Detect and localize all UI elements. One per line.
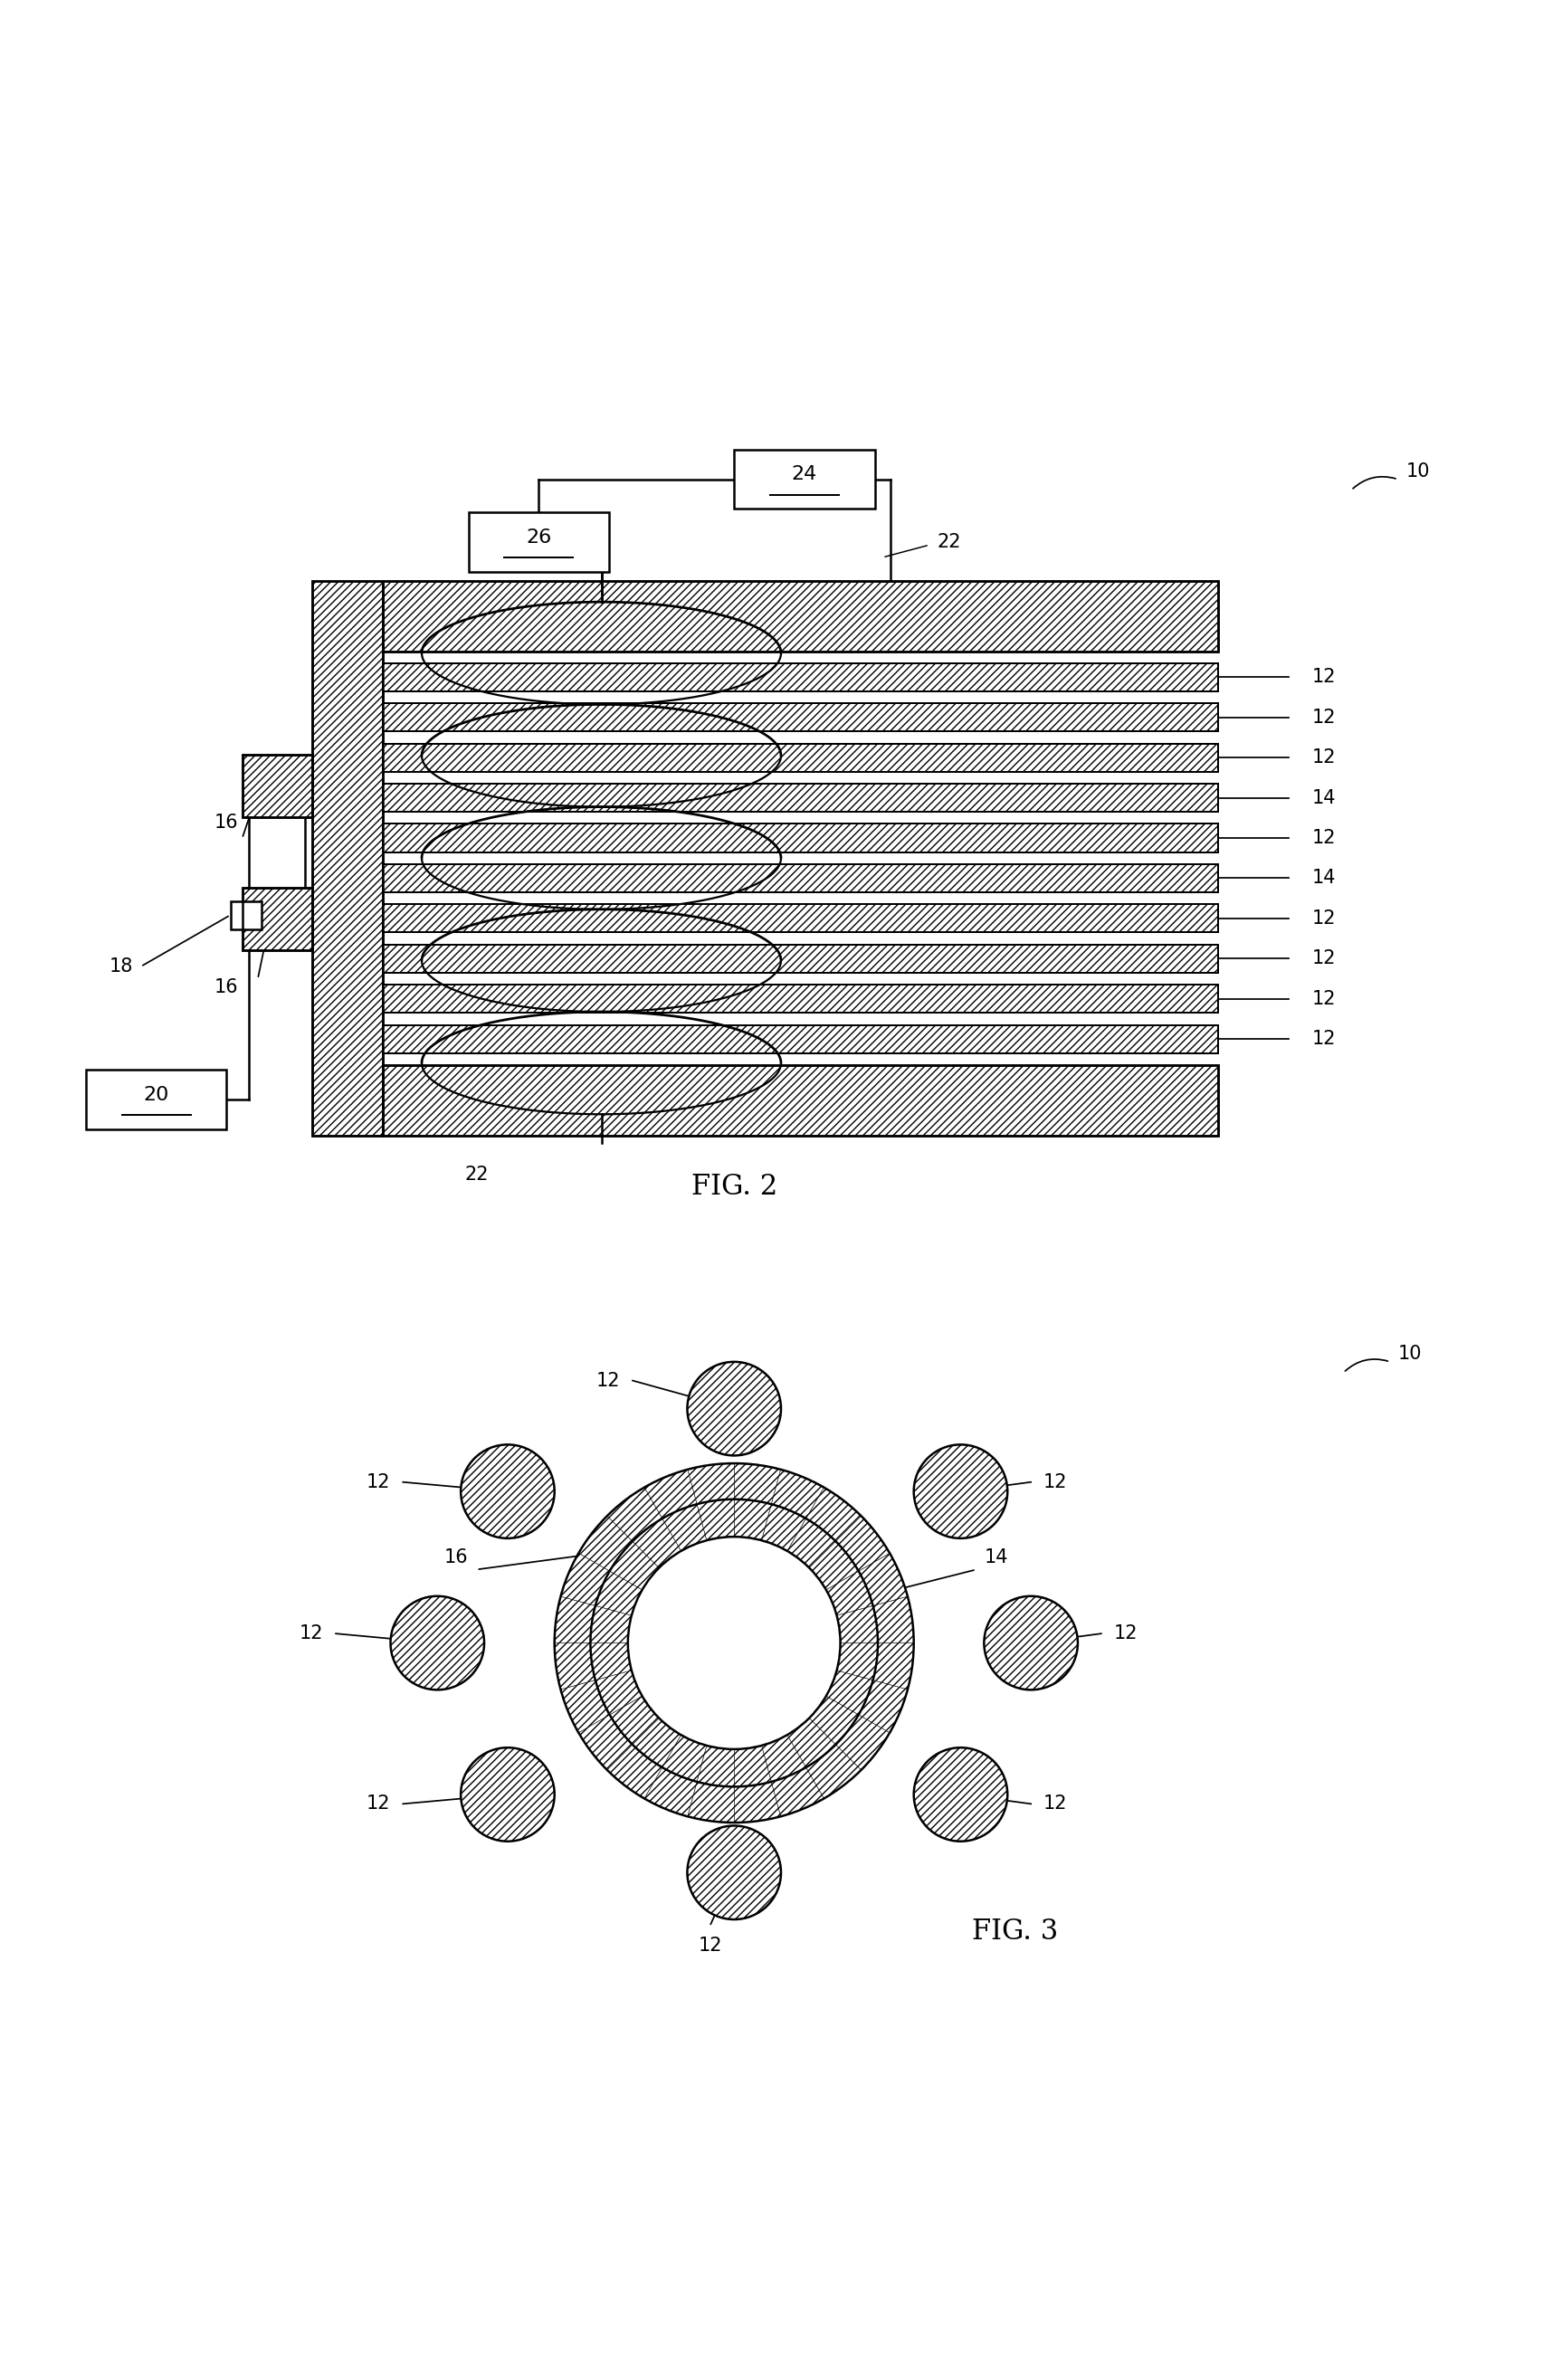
Bar bbox=[383, 864, 1218, 892]
Text: 12: 12 bbox=[597, 1371, 620, 1390]
Bar bbox=[383, 823, 1218, 852]
Bar bbox=[383, 823, 1218, 852]
Text: 22: 22 bbox=[464, 1166, 489, 1183]
Bar bbox=[242, 754, 312, 816]
Text: 10: 10 bbox=[1406, 462, 1429, 481]
Ellipse shape bbox=[390, 1597, 484, 1690]
Bar bbox=[383, 743, 1218, 771]
Bar bbox=[242, 754, 312, 816]
Bar bbox=[383, 985, 1218, 1014]
Bar bbox=[383, 945, 1218, 973]
Bar bbox=[312, 581, 383, 1135]
Text: 22: 22 bbox=[937, 533, 961, 550]
Bar bbox=[383, 1064, 1218, 1135]
Bar bbox=[383, 704, 1218, 731]
Text: FIG. 2: FIG. 2 bbox=[690, 1173, 778, 1202]
Text: 12: 12 bbox=[1043, 1795, 1067, 1814]
Bar bbox=[312, 581, 383, 1135]
Text: 14: 14 bbox=[1312, 869, 1336, 888]
Bar bbox=[383, 743, 1218, 771]
Bar bbox=[383, 581, 1218, 652]
Text: 12: 12 bbox=[1312, 750, 1336, 766]
Ellipse shape bbox=[914, 1747, 1007, 1842]
Ellipse shape bbox=[914, 1445, 1007, 1537]
Bar bbox=[383, 1026, 1218, 1052]
Text: 10: 10 bbox=[1398, 1345, 1421, 1364]
Text: 16: 16 bbox=[214, 814, 239, 833]
Text: 12: 12 bbox=[1312, 709, 1336, 726]
Bar bbox=[383, 904, 1218, 933]
Text: 18: 18 bbox=[109, 957, 133, 976]
Text: 12: 12 bbox=[367, 1473, 390, 1492]
Bar bbox=[242, 888, 312, 950]
Text: 14: 14 bbox=[1312, 788, 1336, 807]
Bar bbox=[469, 512, 609, 571]
Bar bbox=[383, 783, 1218, 812]
Bar bbox=[383, 904, 1218, 933]
Text: 16: 16 bbox=[214, 978, 239, 995]
Ellipse shape bbox=[984, 1597, 1078, 1690]
Bar bbox=[383, 985, 1218, 1014]
Bar bbox=[383, 704, 1218, 731]
Bar bbox=[242, 888, 312, 950]
Bar bbox=[383, 985, 1218, 1014]
Text: 12: 12 bbox=[698, 1937, 723, 1954]
Bar bbox=[312, 581, 383, 1135]
Text: 12: 12 bbox=[300, 1626, 323, 1642]
Ellipse shape bbox=[461, 1747, 555, 1842]
Text: 12: 12 bbox=[1043, 1473, 1067, 1492]
Bar bbox=[383, 1064, 1218, 1135]
Text: 12: 12 bbox=[1312, 909, 1336, 928]
Bar bbox=[383, 1064, 1218, 1135]
Text: 12: 12 bbox=[1312, 990, 1336, 1007]
Text: 12: 12 bbox=[367, 1795, 390, 1814]
Text: 26: 26 bbox=[526, 528, 551, 545]
Bar bbox=[383, 864, 1218, 892]
Bar bbox=[86, 1069, 226, 1128]
Bar bbox=[734, 450, 875, 509]
Text: 12: 12 bbox=[1312, 1031, 1336, 1047]
Bar bbox=[231, 902, 262, 928]
Bar bbox=[383, 945, 1218, 973]
Bar bbox=[383, 1026, 1218, 1052]
Ellipse shape bbox=[687, 1825, 781, 1918]
Text: 16: 16 bbox=[445, 1547, 469, 1566]
Bar bbox=[383, 904, 1218, 933]
Text: 20: 20 bbox=[144, 1085, 169, 1104]
Text: 14: 14 bbox=[984, 1547, 1007, 1566]
Bar bbox=[383, 664, 1218, 690]
Bar bbox=[383, 581, 1218, 652]
Text: FIG. 3: FIG. 3 bbox=[972, 1918, 1059, 1947]
Ellipse shape bbox=[461, 1445, 555, 1537]
Bar bbox=[383, 783, 1218, 812]
Bar bbox=[242, 754, 312, 816]
Bar bbox=[383, 743, 1218, 771]
Ellipse shape bbox=[687, 1361, 781, 1457]
Text: 12: 12 bbox=[1312, 828, 1336, 847]
Bar bbox=[383, 664, 1218, 690]
Ellipse shape bbox=[628, 1537, 840, 1749]
Text: 12: 12 bbox=[1114, 1626, 1137, 1642]
Bar bbox=[383, 783, 1218, 812]
Bar bbox=[383, 823, 1218, 852]
Text: 24: 24 bbox=[792, 466, 817, 483]
Bar bbox=[383, 1026, 1218, 1052]
Ellipse shape bbox=[555, 1464, 914, 1823]
Bar bbox=[383, 864, 1218, 892]
Bar bbox=[242, 888, 312, 950]
Text: 12: 12 bbox=[1312, 950, 1336, 969]
Text: 12: 12 bbox=[1312, 669, 1336, 685]
Bar bbox=[383, 704, 1218, 731]
Bar bbox=[383, 945, 1218, 973]
Bar bbox=[383, 581, 1218, 652]
Bar bbox=[383, 664, 1218, 690]
